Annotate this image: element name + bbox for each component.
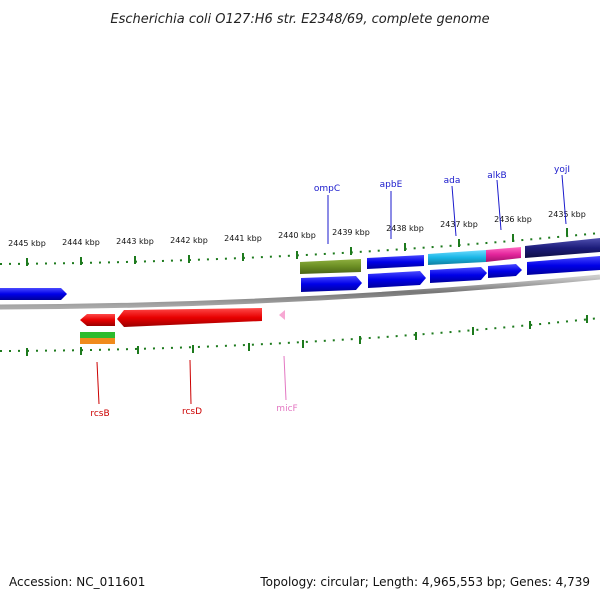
cds-arrow: [488, 264, 522, 278]
kbp-label: 2435 kbp: [548, 210, 586, 219]
accession-text: Accession: NC_011601: [9, 575, 145, 589]
feature-green: [80, 332, 115, 338]
kbp-label: 2443 kbp: [116, 237, 154, 246]
feature-micF: [279, 310, 285, 320]
kbp-label: 2440 kbp: [278, 231, 316, 240]
gene-label-apbE: apbE: [380, 180, 403, 190]
top-gene-labels: ompC apbE ada alkB yojI: [314, 165, 570, 194]
gene-label-alkB: alkB: [487, 171, 506, 181]
gene-label-ada: ada: [444, 176, 461, 186]
kbp-label: 2444 kbp: [62, 238, 100, 247]
cds-arrow: [430, 267, 487, 283]
kbp-label: 2436 kbp: [494, 215, 532, 224]
cds-arrow-rcsB: [80, 314, 115, 326]
kbp-label: 2437 kbp: [440, 220, 478, 229]
feature-track-upper-1: [300, 238, 600, 274]
scale-labels: 2445 kbp 2444 kbp 2443 kbp 2442 kbp 2441…: [8, 210, 586, 248]
kbp-label: 2439 kbp: [332, 228, 370, 237]
feature-blue: [367, 255, 424, 269]
bottom-gene-leaders: [96, 355, 287, 405]
gene-label-ompC: ompC: [314, 184, 340, 194]
feature-magenta: [486, 247, 521, 262]
feature-orange: [80, 338, 115, 344]
map-title: Escherichia coli O127:H6 str. E2348/69, …: [110, 12, 489, 27]
feature-track-upper-2: [0, 256, 600, 300]
cds-arrow: [368, 271, 426, 288]
gene-label-micF: micF: [276, 404, 297, 414]
feature-track-lower: [80, 308, 285, 344]
genome-summary-text: Topology: circular; Length: 4,965,553 bp…: [259, 575, 590, 589]
genome-backbone: [0, 274, 600, 310]
lower-scale-major-ticks: [26, 315, 588, 356]
gene-label-yojI: yojI: [554, 165, 570, 175]
kbp-label: 2438 kbp: [386, 224, 424, 233]
upper-scale-ruler: [0, 228, 600, 266]
bottom-gene-labels: rcsB rcsD micF: [90, 404, 297, 419]
cds-arrow-rcsD: [117, 308, 262, 327]
feature-cyan: [428, 250, 486, 265]
feature-navy: [525, 238, 600, 258]
kbp-label: 2441 kbp: [224, 234, 262, 243]
cds-arrow: [301, 276, 362, 292]
lower-scale-ruler: [0, 315, 600, 356]
kbp-label: 2445 kbp: [8, 239, 46, 248]
cds-arrow: [0, 288, 67, 300]
upper-scale-major-ticks: [26, 228, 568, 266]
cds-arrow: [527, 256, 600, 275]
gene-label-rcsD: rcsD: [182, 407, 202, 417]
gene-label-rcsB: rcsB: [90, 409, 109, 419]
feature-olive: [300, 259, 361, 274]
top-gene-leaders: [327, 174, 567, 244]
kbp-label: 2442 kbp: [170, 236, 208, 245]
